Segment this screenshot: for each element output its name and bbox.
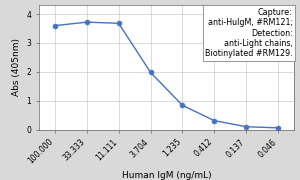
X-axis label: Human IgM (ng/mL): Human IgM (ng/mL) bbox=[122, 171, 211, 180]
Text: Capture:
anti-HuIgM, #RM121;
Detection:
anti-Light chains,
Biotinylated #RM129.: Capture: anti-HuIgM, #RM121; Detection: … bbox=[205, 8, 293, 59]
Y-axis label: Abs (405nm): Abs (405nm) bbox=[12, 39, 21, 96]
